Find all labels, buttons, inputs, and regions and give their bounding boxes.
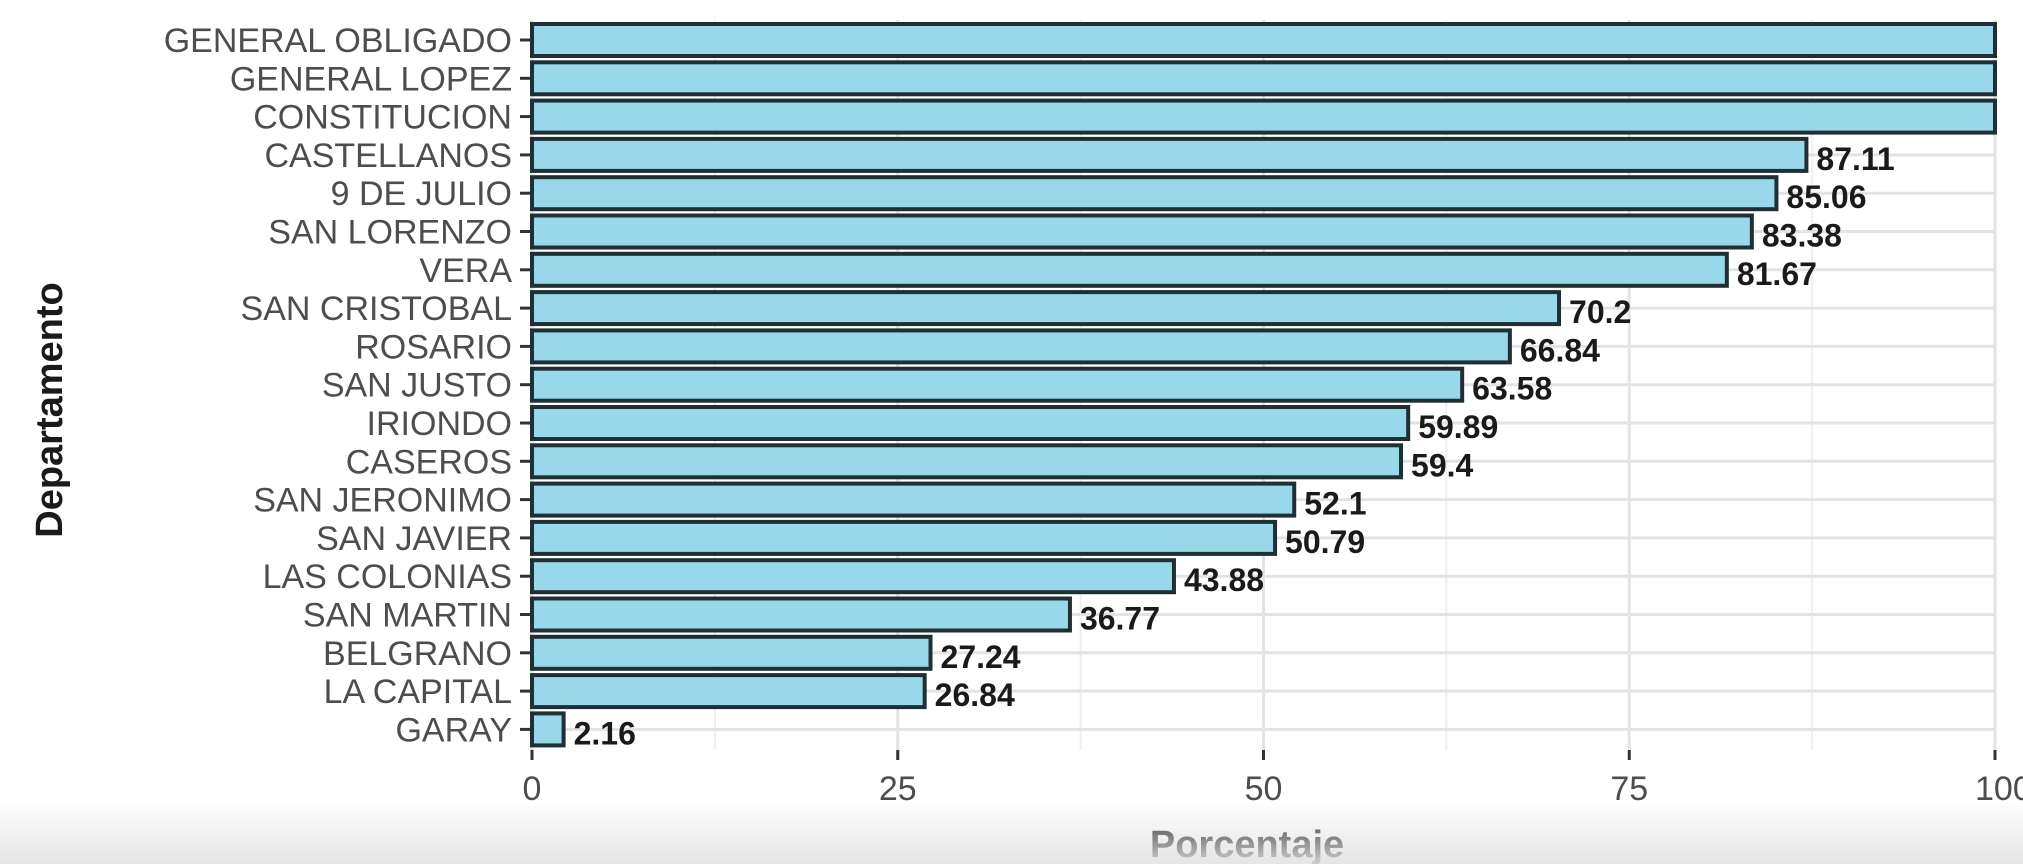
y-tick-label: 9 DE JULIO	[331, 175, 512, 213]
data-label: 87.11	[1816, 141, 1894, 177]
y-tick-label: GENERAL OBLIGADO	[164, 22, 512, 60]
x-tick-label: 100	[1975, 770, 2023, 808]
data-label: 50.79	[1285, 524, 1365, 560]
data-label: 26.84	[935, 677, 1015, 713]
y-tick-label: SAN JUSTO	[322, 367, 512, 405]
bar	[532, 330, 1510, 362]
data-label: 2.16	[574, 715, 636, 751]
y-tick-label: SAN JERONIMO	[253, 482, 512, 520]
bar	[532, 560, 1174, 592]
x-tick-label: 0	[523, 770, 542, 808]
y-tick-label: CONSTITUCION	[253, 99, 512, 137]
data-label: 85.06	[1786, 179, 1866, 215]
data-label: 36.77	[1080, 601, 1160, 637]
x-axis-title: Porcentaje	[1150, 824, 1344, 864]
data-label: 70.2	[1569, 294, 1631, 330]
bar	[532, 637, 931, 669]
y-tick-label: VERA	[419, 252, 512, 290]
bar	[532, 254, 1727, 286]
y-tick-label: LAS COLONIAS	[263, 558, 512, 596]
bar	[532, 24, 1995, 56]
bar	[532, 101, 1995, 133]
y-tick-label: CASEROS	[346, 443, 512, 481]
bar	[532, 675, 925, 707]
x-tick-label: 25	[879, 770, 917, 808]
y-tick-label: GENERAL LOPEZ	[230, 60, 512, 98]
y-tick-label: SAN MARTIN	[303, 597, 512, 635]
bar	[532, 445, 1401, 477]
y-tick-label: BELGRANO	[323, 635, 512, 673]
data-label: 52.1	[1304, 486, 1366, 522]
bar	[532, 177, 1776, 209]
x-tick-label: 75	[1610, 770, 1648, 808]
bar	[532, 407, 1408, 439]
bar	[532, 216, 1752, 248]
x-axis: 0 25 50 75 100	[523, 750, 2023, 808]
data-label: 27.24	[941, 639, 1021, 675]
bar	[532, 369, 1462, 401]
bar	[532, 522, 1275, 554]
bar	[532, 713, 564, 745]
data-label: 59.89	[1418, 409, 1498, 445]
bar	[532, 484, 1294, 516]
y-tick-label: SAN CRISTOBAL	[241, 290, 512, 328]
y-tick-label: SAN LORENZO	[268, 214, 512, 252]
y-tick-label: IRIONDO	[367, 405, 512, 443]
y-tick-label: ROSARIO	[355, 328, 512, 366]
data-label: 43.88	[1184, 562, 1264, 598]
bar	[532, 292, 1559, 324]
data-label: 66.84	[1520, 332, 1600, 368]
bar	[532, 62, 1995, 94]
data-label: 59.4	[1411, 447, 1473, 483]
y-tick-label: GARAY	[395, 711, 512, 749]
bar	[532, 139, 1806, 171]
bar	[532, 599, 1070, 631]
y-tick-label: SAN JAVIER	[316, 520, 512, 558]
y-axis-title: Departamento	[29, 282, 71, 538]
data-label: 83.38	[1762, 218, 1842, 254]
data-label: 63.58	[1472, 371, 1552, 407]
y-tick-label: LA CAPITAL	[324, 673, 512, 711]
y-tick-label: CASTELLANOS	[264, 137, 512, 175]
data-label: 81.67	[1737, 256, 1817, 292]
x-tick-label: 50	[1245, 770, 1283, 808]
